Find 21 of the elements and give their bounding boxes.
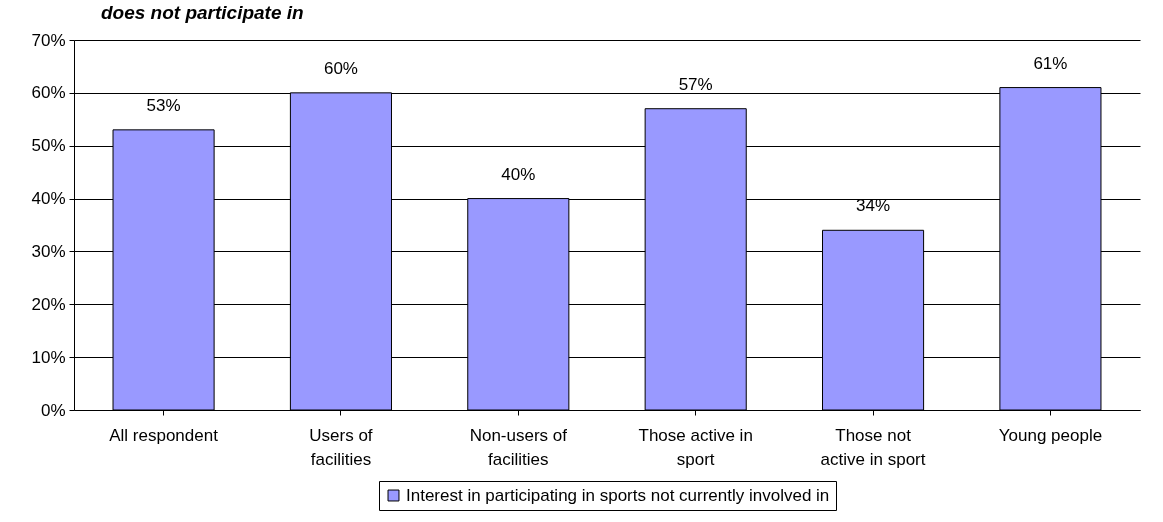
x-tick-label: Users of facilities — [309, 425, 373, 469]
y-tick-label: 20% — [31, 294, 66, 314]
y-tick-label: 60% — [31, 83, 66, 103]
data-label: 53% — [146, 95, 181, 115]
data-label: 60% — [323, 58, 358, 78]
data-label: 40% — [501, 164, 536, 184]
y-tick-label: 50% — [31, 136, 66, 156]
y-tick-label: 10% — [31, 347, 66, 367]
y-tick-label: 0% — [40, 400, 66, 420]
y-tick-label: 70% — [31, 30, 66, 50]
x-tick-label: All respondent — [109, 425, 219, 445]
y-tick-label: 30% — [31, 241, 66, 261]
data-label: 57% — [678, 74, 713, 94]
legend-label: Interest in participating in sports not currently involved in — [406, 485, 830, 505]
chart-title: does not participate in — [100, 2, 304, 23]
y-tick-label: 40% — [31, 189, 66, 209]
x-tick-label: Young people — [998, 425, 1103, 445]
data-label: 61% — [1033, 53, 1068, 73]
x-tick-label: Those not active in sport — [820, 425, 926, 469]
x-tick-label: Those active in sport — [638, 425, 753, 469]
x-tick-label: Non-users of facilities — [469, 425, 568, 469]
